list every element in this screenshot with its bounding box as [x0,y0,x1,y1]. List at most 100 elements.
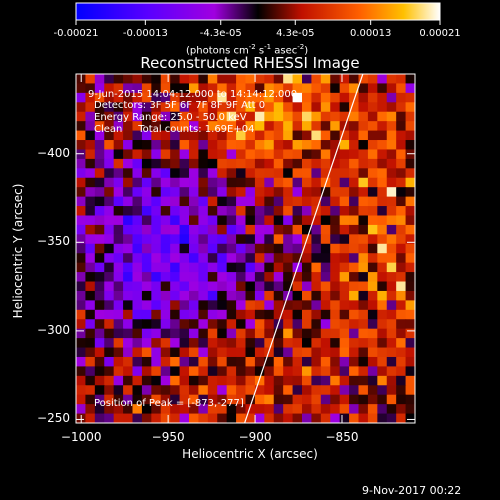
heatmap-cell [141,366,152,377]
heatmap-cell [339,158,350,169]
heatmap-cell [104,253,115,264]
heatmap-cell [198,149,209,160]
heatmap-cell [236,215,247,226]
heatmap-cell [104,187,115,198]
heatmap-cell [386,404,397,415]
heatmap-cell [367,281,378,292]
heatmap-cell [245,300,256,311]
heatmap-cell [104,281,115,292]
heatmap-cell [113,309,124,320]
heatmap-cell [358,309,369,320]
heatmap-cell [236,158,247,169]
heatmap-cell [76,130,87,141]
heatmap-cell [264,319,275,330]
heatmap-cell [330,366,341,377]
heatmap-cell [396,253,407,264]
heatmap-cell [283,158,294,169]
heatmap-cell [151,121,162,132]
heatmap-cell [141,121,152,132]
heatmap-cell [198,234,209,245]
heatmap-cell [113,338,124,349]
heatmap-cell [283,413,294,423]
heatmap-cell [113,366,124,377]
annotation-energy: Energy Range: 25.0 - 50.0 keV [94,112,247,123]
heatmap-cell [123,158,134,169]
heatmap-cell [302,215,313,226]
heatmap-cell [85,83,96,94]
heatmap-cell [339,309,350,320]
heatmap-cell [358,74,369,85]
heatmap-cell [367,74,378,85]
heatmap-cell [236,130,247,141]
heatmap-cell [226,394,237,405]
heatmap-cell [85,215,96,226]
heatmap-cell [405,140,415,151]
heatmap-cell [283,102,294,113]
heatmap-cell [358,92,369,103]
heatmap-cell [217,253,228,264]
heatmap-cell [254,168,265,179]
heatmap-cell [85,196,96,207]
heatmap-cell [320,300,331,311]
heatmap-cell [377,196,388,207]
heatmap-cell [123,215,134,226]
heatmap-cell [358,366,369,377]
heatmap-cell [207,253,218,264]
heatmap-cell [141,234,152,245]
heatmap-cell [311,385,322,396]
heatmap-cell [207,130,218,141]
heatmap-cell [330,196,341,207]
heatmap-cell [320,130,331,141]
heatmap-cell [311,92,322,103]
heatmap-cell [254,224,265,235]
heatmap-cell [132,328,143,339]
heatmap-cell [396,158,407,169]
heatmap-cell [245,253,256,264]
heatmap-cell [198,224,209,235]
heatmap-cell [76,290,87,301]
heatmap-cell [76,121,87,132]
heatmap-cell [367,385,378,396]
heatmap-cell [104,309,115,320]
heatmap-cell [141,149,152,160]
heatmap-cell [273,215,284,226]
heatmap-cell [132,177,143,188]
heatmap-cell [198,83,209,94]
heatmap-cell [349,300,360,311]
heatmap-cell [160,319,171,330]
heatmap-cell [320,234,331,245]
heatmap-cell [123,338,134,349]
heatmap-cell [377,281,388,292]
heatmap-cell [377,121,388,132]
heatmap-cell [377,375,388,386]
heatmap-cell [189,243,200,254]
heatmap-cell [386,338,397,349]
heatmap-cell [330,130,341,141]
heatmap-cell [358,272,369,283]
heatmap-cell [179,262,190,273]
heatmap-cell [132,149,143,160]
heatmap-cell [226,206,237,217]
heatmap-cell [132,140,143,151]
heatmap-cell [264,309,275,320]
heatmap-cell [94,102,105,113]
heatmap-cell [292,338,303,349]
heatmap-cell [358,234,369,245]
heatmap-cell [330,404,341,415]
heatmap-cell [367,338,378,349]
heatmap-cell [311,177,322,188]
heatmap-cell [141,74,152,85]
heatmap-cell [123,394,134,405]
heatmap-cell [207,290,218,301]
heatmap-cell [349,196,360,207]
heatmap-cell [189,224,200,235]
heatmap-cell [160,356,171,367]
heatmap-cell [104,177,115,188]
heatmap-cell [76,328,87,339]
heatmap-cell [386,253,397,264]
chart-title: Reconstructed RHESSI Image [140,54,360,72]
heatmap-cell [226,319,237,330]
heatmap-cell [189,158,200,169]
heatmap-cell [273,319,284,330]
heatmap-cell [170,111,181,122]
